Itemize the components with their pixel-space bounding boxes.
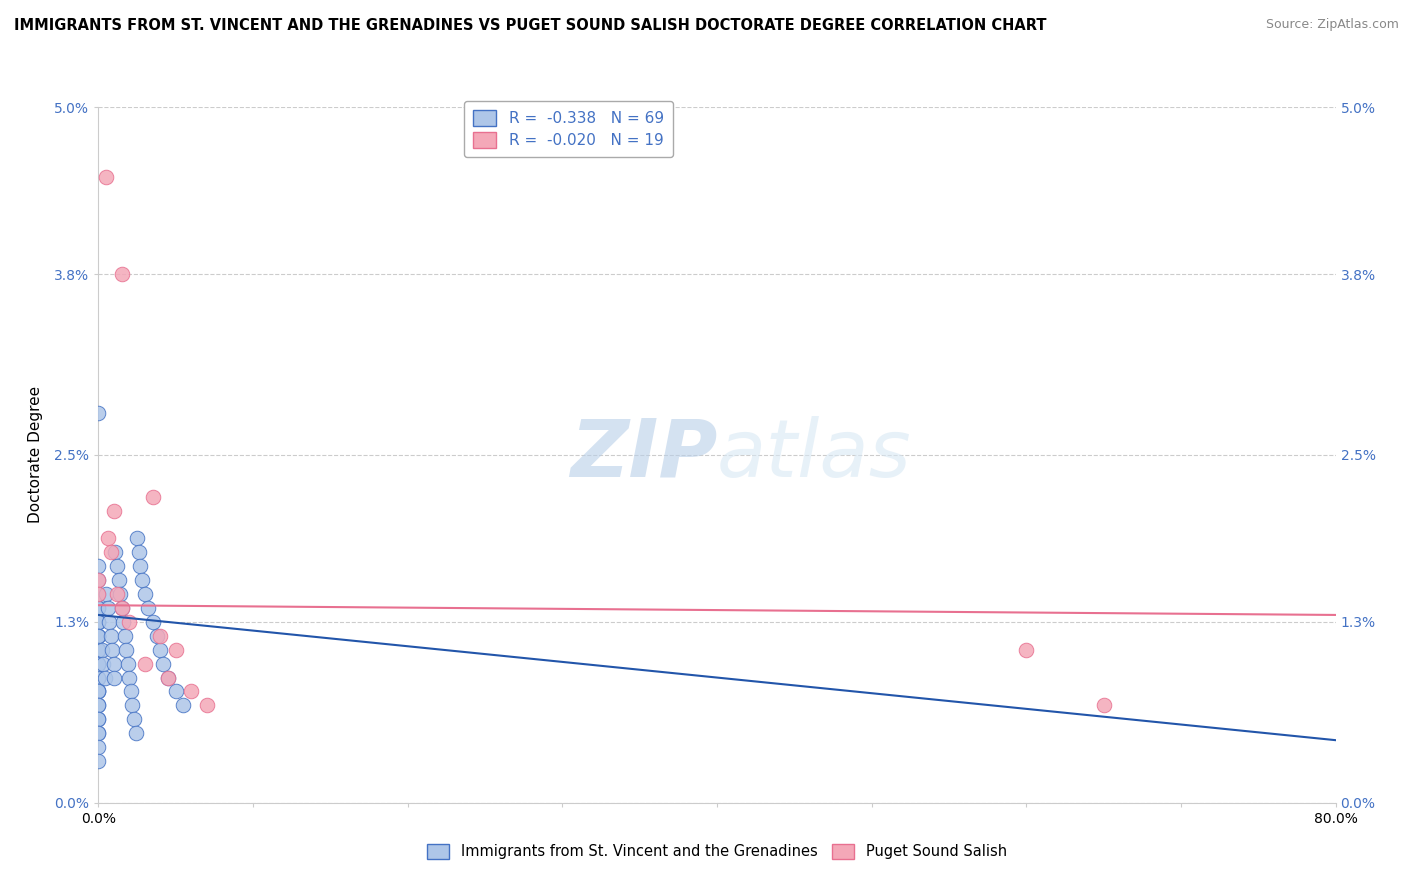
Point: [87, 698, 110, 713]
Text: atlas: atlas: [717, 416, 912, 494]
Point: [87, 726, 110, 740]
Point: [87, 615, 110, 629]
Point: [129, 559, 152, 574]
Point: [87, 601, 110, 615]
Point: [87, 615, 110, 629]
Point: [107, 573, 129, 587]
Point: [91, 657, 114, 671]
Point: [87, 726, 110, 740]
Point: [118, 615, 141, 629]
Point: [173, 698, 195, 713]
Point: [103, 671, 125, 685]
Point: [111, 267, 134, 281]
Point: [98, 615, 121, 629]
Point: [87, 642, 110, 657]
Point: [180, 684, 202, 698]
Text: ZIP: ZIP: [569, 416, 717, 494]
Point: [142, 490, 165, 504]
Point: [103, 503, 125, 517]
Point: [87, 587, 110, 601]
Point: [121, 698, 143, 713]
Point: [112, 615, 135, 629]
Point: [87, 587, 110, 601]
Point: [87, 671, 110, 685]
Point: [87, 615, 110, 629]
Point: [97, 601, 120, 615]
Point: [90, 642, 112, 657]
Point: [115, 642, 138, 657]
Point: [142, 615, 165, 629]
Point: [1092, 698, 1115, 713]
Point: [87, 712, 110, 726]
Point: [87, 573, 110, 587]
Point: [114, 629, 136, 643]
Point: [117, 657, 139, 671]
Point: [149, 642, 172, 657]
Point: [87, 629, 110, 643]
Text: Source: ZipAtlas.com: Source: ZipAtlas.com: [1265, 18, 1399, 31]
Point: [93, 671, 115, 685]
Point: [87, 684, 110, 698]
Point: [136, 601, 159, 615]
Point: [127, 532, 149, 546]
Point: [108, 587, 131, 601]
Point: [111, 601, 134, 615]
Point: [104, 545, 127, 559]
Point: [111, 601, 134, 615]
Point: [101, 642, 124, 657]
Point: [149, 629, 172, 643]
Point: [87, 671, 110, 685]
Point: [87, 740, 110, 755]
Point: [128, 545, 150, 559]
Point: [87, 587, 110, 601]
Point: [87, 642, 110, 657]
Point: [152, 657, 174, 671]
Point: [87, 657, 110, 671]
Point: [87, 573, 110, 587]
Text: IMMIGRANTS FROM ST. VINCENT AND THE GRENADINES VS PUGET SOUND SALISH DOCTORATE D: IMMIGRANTS FROM ST. VINCENT AND THE GREN…: [14, 18, 1046, 33]
Legend: Immigrants from St. Vincent and the Grenadines, Puget Sound Salish: Immigrants from St. Vincent and the Gren…: [422, 838, 1012, 865]
Point: [165, 684, 187, 698]
Point: [134, 657, 156, 671]
Point: [165, 642, 187, 657]
Point: [146, 629, 169, 643]
Point: [87, 406, 110, 420]
Point: [97, 532, 120, 546]
Point: [87, 657, 110, 671]
Point: [87, 712, 110, 726]
Point: [157, 671, 180, 685]
Point: [87, 684, 110, 698]
Y-axis label: Doctorate Degree: Doctorate Degree: [28, 386, 44, 524]
Point: [87, 684, 110, 698]
Point: [100, 545, 122, 559]
Point: [96, 169, 118, 184]
Point: [118, 671, 141, 685]
Point: [134, 587, 156, 601]
Point: [157, 671, 180, 685]
Point: [87, 642, 110, 657]
Point: [1015, 642, 1038, 657]
Point: [87, 559, 110, 574]
Point: [100, 629, 122, 643]
Point: [131, 573, 153, 587]
Point: [195, 698, 218, 713]
Point: [105, 587, 128, 601]
Point: [87, 657, 110, 671]
Point: [87, 754, 110, 768]
Point: [103, 657, 125, 671]
Point: [124, 726, 146, 740]
Point: [87, 601, 110, 615]
Point: [122, 712, 145, 726]
Point: [87, 698, 110, 713]
Point: [105, 559, 128, 574]
Point: [96, 587, 118, 601]
Point: [120, 684, 142, 698]
Point: [87, 629, 110, 643]
Point: [87, 629, 110, 643]
